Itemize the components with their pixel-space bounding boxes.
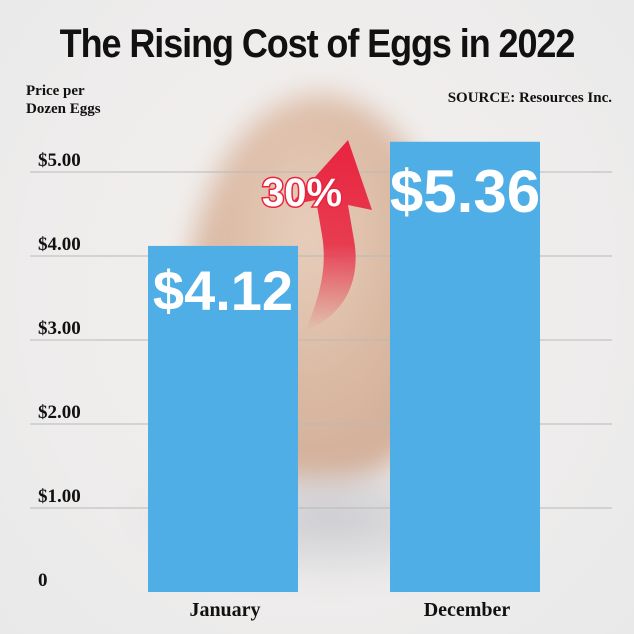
increase-arrow: 30% xyxy=(261,140,372,330)
arrow-shape xyxy=(290,140,372,330)
x-category-labels: January December xyxy=(189,599,510,621)
data-label: $5.36 xyxy=(390,158,540,225)
bar-december xyxy=(390,141,540,592)
y-tick-labels: 0 $1.00 $2.00 $3.00 $4.00 $5.00 xyxy=(38,150,81,591)
bar-january xyxy=(148,245,298,593)
percent-increase-label: 30% xyxy=(262,171,342,215)
category-label: December xyxy=(424,599,511,621)
y-tick-label: $4.00 xyxy=(38,234,81,255)
y-tick-label: $2.00 xyxy=(38,402,81,423)
bars xyxy=(148,141,540,593)
y-tick-label: 0 xyxy=(38,570,48,591)
source-note: SOURCE: Resources Inc. xyxy=(447,90,612,106)
data-labels: $4.12 $5.36 xyxy=(153,158,540,322)
y-axis-label: Price per Dozen Eggs xyxy=(26,83,101,117)
y-tick-label: $5.00 xyxy=(38,150,81,171)
category-label: January xyxy=(189,599,260,621)
data-label: $4.12 xyxy=(153,259,293,322)
y-tick-label: $1.00 xyxy=(38,486,81,507)
chart-title: The Rising Cost of Eggs in 2022 xyxy=(59,22,576,66)
y-tick-label: $3.00 xyxy=(38,318,81,339)
